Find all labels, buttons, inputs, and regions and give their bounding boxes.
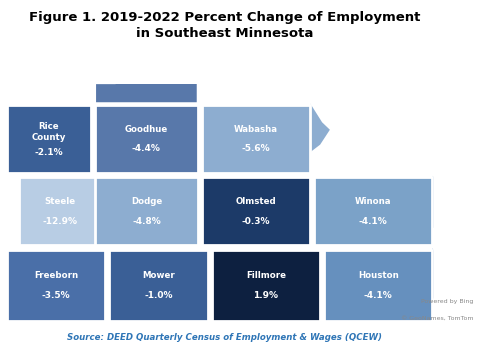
Text: Winona: Winona xyxy=(355,197,391,206)
Polygon shape xyxy=(432,176,457,228)
FancyBboxPatch shape xyxy=(7,250,105,322)
Text: © GeoNames, TomTom: © GeoNames, TomTom xyxy=(401,316,473,321)
Text: -4.1%: -4.1% xyxy=(359,217,387,226)
FancyBboxPatch shape xyxy=(314,178,432,245)
Text: -4.8%: -4.8% xyxy=(132,217,161,226)
Text: Dodge: Dodge xyxy=(131,197,162,206)
Polygon shape xyxy=(432,249,442,300)
Text: Source: DEED Quarterly Census of Employment & Wages (QCEW): Source: DEED Quarterly Census of Employm… xyxy=(67,333,382,342)
FancyBboxPatch shape xyxy=(202,105,310,173)
Text: -4.1%: -4.1% xyxy=(364,291,392,300)
Text: Mower: Mower xyxy=(142,271,175,280)
Polygon shape xyxy=(310,104,330,152)
Text: Fillmore: Fillmore xyxy=(246,271,286,280)
FancyBboxPatch shape xyxy=(324,250,432,322)
Text: Olmsted: Olmsted xyxy=(236,197,277,206)
FancyBboxPatch shape xyxy=(95,105,198,173)
Text: -4.4%: -4.4% xyxy=(132,144,161,153)
Text: County: County xyxy=(32,133,66,142)
FancyBboxPatch shape xyxy=(95,178,198,245)
Text: Houston: Houston xyxy=(358,271,399,280)
FancyBboxPatch shape xyxy=(19,178,101,245)
Text: Steele: Steele xyxy=(44,197,75,206)
Text: -3.5%: -3.5% xyxy=(42,291,70,300)
Text: -12.9%: -12.9% xyxy=(42,217,77,226)
Polygon shape xyxy=(95,62,198,104)
Text: Powered by Bing: Powered by Bing xyxy=(421,299,473,304)
FancyBboxPatch shape xyxy=(7,105,91,173)
Text: 1.9%: 1.9% xyxy=(253,291,279,300)
Text: -1.0%: -1.0% xyxy=(144,291,173,300)
FancyBboxPatch shape xyxy=(109,250,208,322)
Text: -0.3%: -0.3% xyxy=(242,217,270,226)
Text: -5.6%: -5.6% xyxy=(242,144,270,153)
Text: Figure 1. 2019-2022 Percent Change of Employment
in Southeast Minnesota: Figure 1. 2019-2022 Percent Change of Em… xyxy=(29,11,420,40)
Text: Freeborn: Freeborn xyxy=(34,271,78,280)
FancyBboxPatch shape xyxy=(202,178,310,245)
Text: -2.1%: -2.1% xyxy=(35,148,63,157)
Text: Rice: Rice xyxy=(39,122,59,131)
Text: Wabasha: Wabasha xyxy=(234,125,278,134)
Text: Goodhue: Goodhue xyxy=(125,125,168,134)
FancyBboxPatch shape xyxy=(212,250,320,322)
